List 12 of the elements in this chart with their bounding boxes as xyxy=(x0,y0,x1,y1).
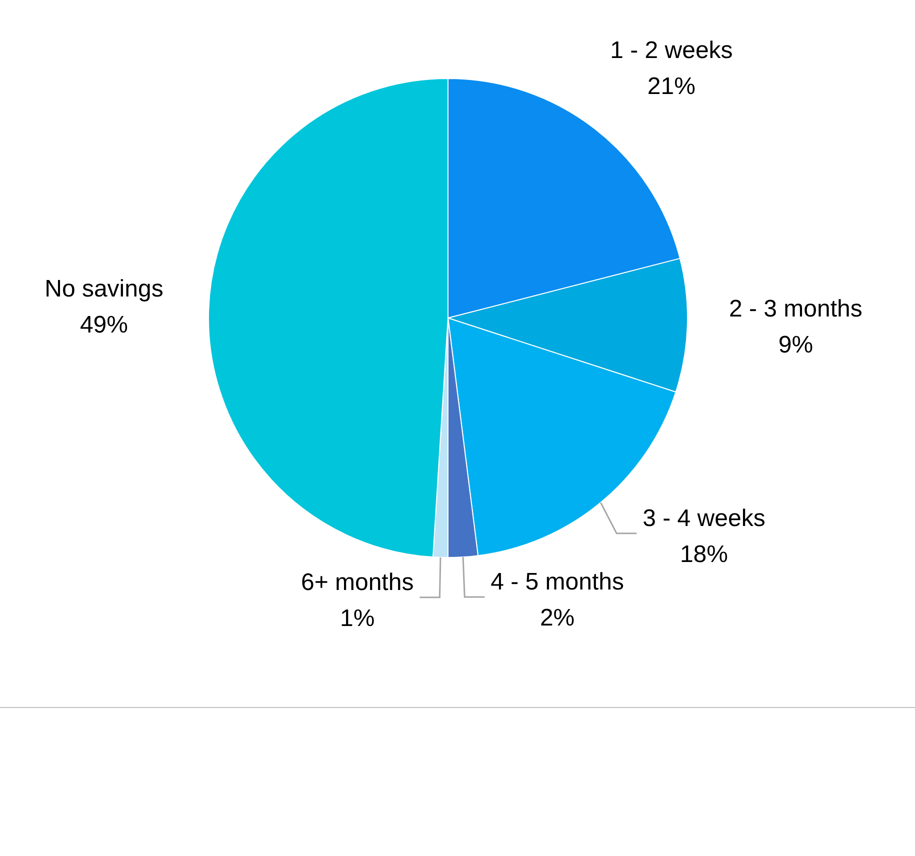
slice-label: 6+ months xyxy=(300,568,414,596)
data-label: 9% xyxy=(778,332,814,359)
data-label: 18% xyxy=(680,540,728,568)
slice-label: 3 - 4 weeks xyxy=(642,504,766,532)
slice-label: 4 - 5 months xyxy=(490,568,624,596)
slice-label: No savings xyxy=(44,276,164,303)
data-label: 49% xyxy=(80,312,128,339)
slice-label: 2 - 3 months xyxy=(728,296,862,323)
data-label: 21% xyxy=(647,73,696,100)
slice-label: 1 - 2 weeks xyxy=(610,37,733,64)
data-label: 2% xyxy=(540,604,575,632)
data-label: 1% xyxy=(340,604,375,632)
